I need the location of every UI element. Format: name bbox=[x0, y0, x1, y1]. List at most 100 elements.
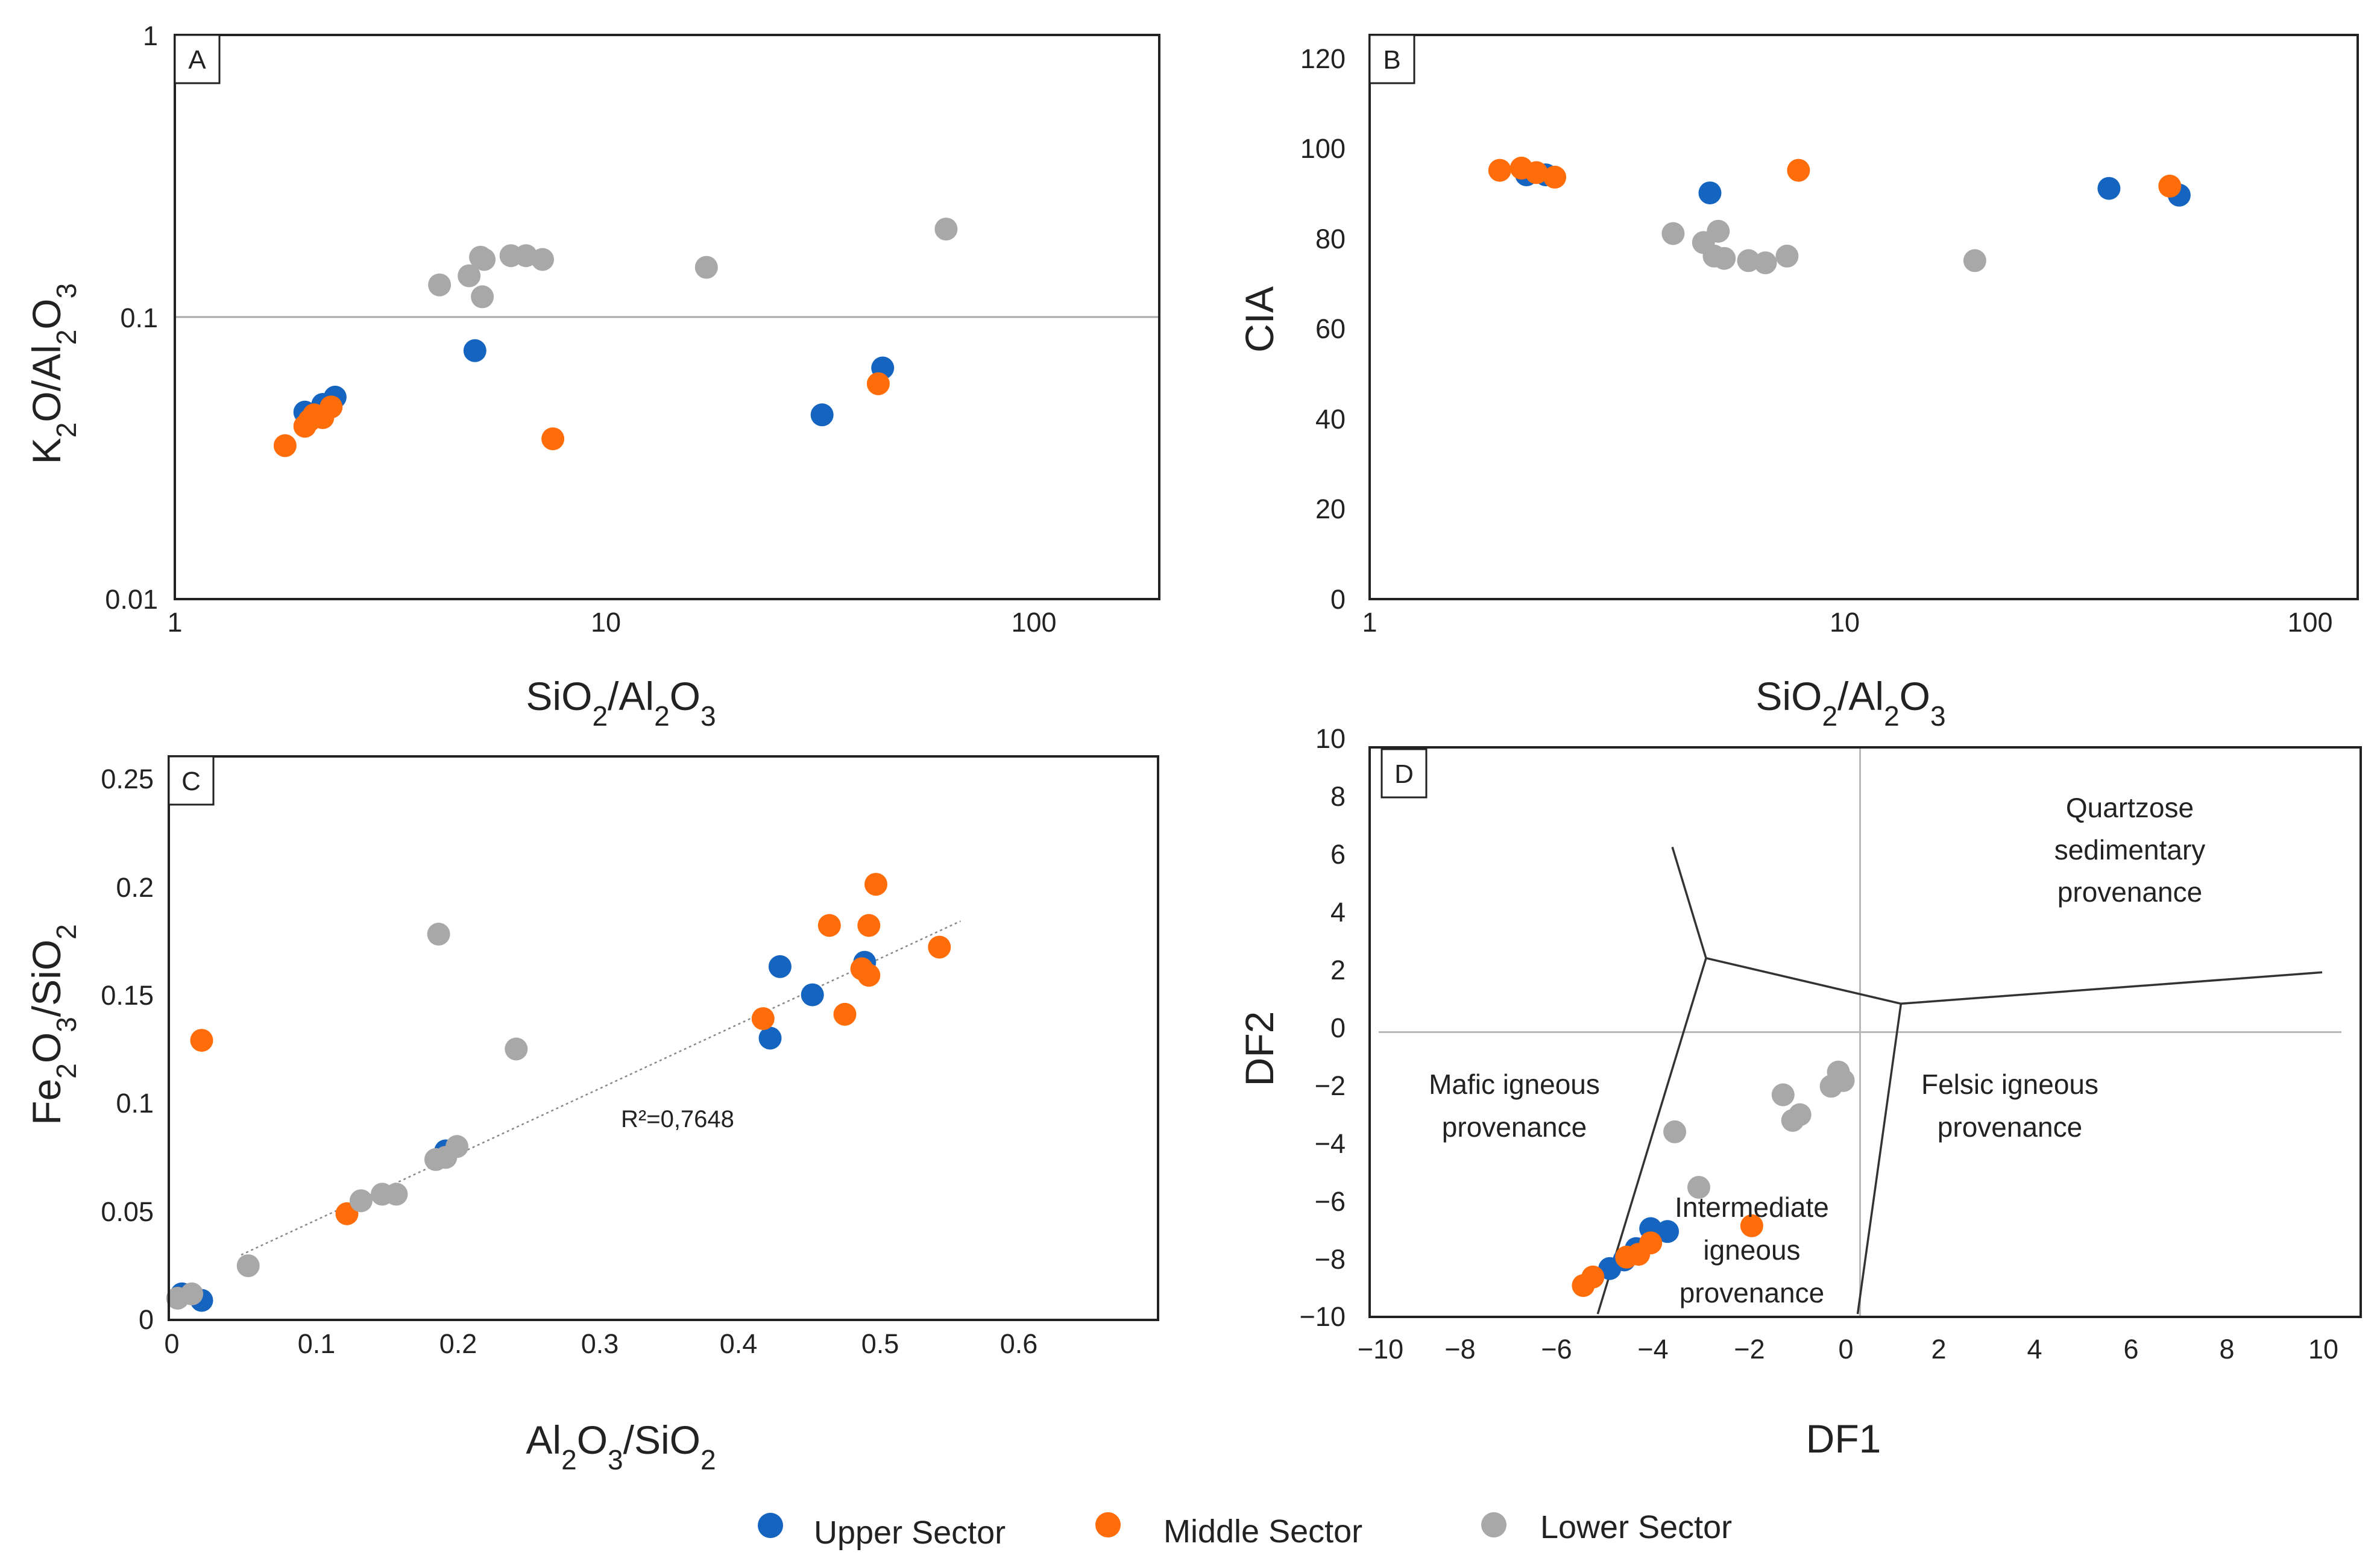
panel-c-lower-point bbox=[349, 1189, 373, 1213]
panel-d-y-tick: 10 bbox=[1315, 723, 1346, 754]
panel-a-letter-box bbox=[174, 34, 221, 84]
panel-c-letter-box bbox=[168, 755, 215, 806]
legend-middle-marker bbox=[1095, 1512, 1121, 1537]
panel-d-y-tick: −8 bbox=[1315, 1244, 1346, 1275]
panel-b-y-tick: 60 bbox=[1315, 313, 1346, 344]
panel-c-x-tick: 0.6 bbox=[1000, 1328, 1038, 1359]
panel-a-frame bbox=[174, 34, 1160, 600]
legend: Upper Sector Middle Sector Lower Sector bbox=[758, 1509, 1732, 1551]
panel-c-middle-point bbox=[864, 873, 887, 896]
panel-c-x-axis-title: Al2O3/SiO2 bbox=[526, 1418, 716, 1475]
panel-d-y-tick: 0 bbox=[1330, 1013, 1346, 1043]
panel-c-y-axis-title: Fe2O3/SiO2 bbox=[24, 924, 82, 1125]
panel-b-middle-point bbox=[2158, 174, 2182, 198]
panel-d-frame bbox=[1368, 746, 2362, 1318]
panel-b-lower-point bbox=[1737, 249, 1760, 272]
panel-a-letter: A bbox=[188, 45, 206, 75]
panel-d-y-tick: −10 bbox=[1300, 1301, 1346, 1332]
panel-a-y-axis-title: K2O/Al2O3 bbox=[24, 283, 82, 465]
panel-c-lower-point bbox=[505, 1037, 528, 1061]
panel-d-x-tick: −10 bbox=[1358, 1334, 1403, 1365]
panel-c-lower-point bbox=[180, 1282, 204, 1305]
region-mafic-line: provenance bbox=[1442, 1111, 1587, 1143]
panel-c-middle-point bbox=[857, 914, 881, 937]
panel-b-y-ticks: 0 20 40 60 80 100 120 bbox=[1300, 43, 1346, 615]
panel-d: D −10 −8 −6 −4 −2 0 2 4 6 8 10 −10 −8 −6… bbox=[1237, 723, 2362, 1461]
panel-b-y-tick: 0 bbox=[1330, 584, 1346, 615]
panel-d-x-ticks: −10 −8 −6 −4 −2 0 2 4 6 8 10 bbox=[1358, 1334, 2338, 1365]
panel-d-middle-point bbox=[1581, 1265, 1605, 1289]
panel-d-lower-point bbox=[1687, 1176, 1710, 1199]
panel-c-x-tick: 0.1 bbox=[298, 1328, 336, 1359]
panel-c-y-tick: 0.15 bbox=[101, 980, 154, 1011]
panel-a: A 1 10 100 0.01 0.1 1 SiO2/Al2O3 K2O/Al2… bbox=[24, 20, 1160, 732]
region-quartzose-line: sedimentary bbox=[2054, 834, 2206, 865]
panel-a-y-tick: 0.1 bbox=[120, 303, 158, 333]
panel-d-region-intermediate: Intermediate igneous provenance bbox=[1675, 1192, 1829, 1308]
panel-a-y-tick: 0.01 bbox=[105, 584, 158, 615]
region-intermediate-line: provenance bbox=[1680, 1277, 1824, 1308]
panel-d-x-axis-title: DF1 bbox=[1806, 1416, 1881, 1461]
panel-a-lower-point bbox=[694, 256, 718, 279]
panel-b-middle-point bbox=[1543, 165, 1567, 189]
panel-b-upper-point bbox=[2097, 177, 2121, 200]
panel-b-lower-point bbox=[1661, 222, 1685, 245]
panel-c-lower-point bbox=[427, 922, 450, 946]
panel-c-middle-point bbox=[857, 964, 881, 987]
panel-d-y-tick: 8 bbox=[1330, 781, 1346, 812]
panel-d-region-quartzose: Quartzose sedimentary provenance bbox=[2054, 792, 2206, 908]
panel-b-y-tick: 40 bbox=[1315, 404, 1346, 435]
panel-b: B 1 10 100 0 20 40 60 80 100 120 SiO2/Al… bbox=[1237, 34, 2359, 732]
panel-a-middle-point bbox=[541, 427, 565, 451]
panel-d-x-tick: 8 bbox=[2219, 1334, 2234, 1365]
panel-b-upper-point bbox=[1698, 181, 1722, 205]
panel-b-y-axis-title: CIA bbox=[1237, 286, 1282, 353]
panel-b-y-tick: 20 bbox=[1315, 494, 1346, 524]
panel-a-plot-area bbox=[175, 218, 1159, 457]
panel-d-x-tick: −4 bbox=[1637, 1334, 1668, 1365]
panel-c-y-tick: 0.25 bbox=[101, 764, 154, 794]
panel-d-letter: D bbox=[1394, 759, 1414, 789]
panel-c-x-tick: 0.4 bbox=[720, 1328, 758, 1359]
panel-d-y-tick: 2 bbox=[1330, 955, 1346, 985]
panel-c: C 0 0.1 0.2 0.3 0.4 0.5 0.6 0 0.05 0.1 0… bbox=[24, 755, 1159, 1475]
region-felsic-line: provenance bbox=[1938, 1111, 2082, 1143]
panel-d-x-tick: 4 bbox=[2027, 1334, 2042, 1365]
region-felsic-line: Felsic igneous bbox=[1921, 1069, 2098, 1100]
panel-a-middle-point bbox=[866, 372, 890, 395]
region-quartzose-line: Quartzose bbox=[2066, 792, 2194, 823]
panel-b-lower-point bbox=[1713, 247, 1736, 270]
panel-d-lower-point bbox=[1831, 1069, 1855, 1092]
panel-b-y-tick: 120 bbox=[1300, 43, 1346, 74]
panel-c-x-tick: 0.2 bbox=[439, 1328, 477, 1359]
panel-a-upper-point bbox=[810, 403, 834, 427]
panel-d-lower-point bbox=[1771, 1083, 1795, 1107]
panel-d-y-tick: 6 bbox=[1330, 839, 1346, 870]
panel-d-y-tick: 4 bbox=[1330, 897, 1346, 928]
panel-d-middle-point bbox=[1740, 1214, 1763, 1237]
panel-d-y-axis-title: DF2 bbox=[1237, 1011, 1282, 1087]
panel-c-letter: C bbox=[181, 767, 201, 796]
region-quartzose-line: provenance bbox=[2057, 876, 2202, 908]
panel-b-lower-point bbox=[1707, 219, 1730, 243]
panel-a-x-tick: 10 bbox=[591, 607, 621, 638]
panel-b-x-tick: 10 bbox=[1830, 607, 1860, 638]
panel-b-middle-point bbox=[1525, 161, 1548, 184]
panel-c-y-tick: 0.1 bbox=[116, 1088, 154, 1119]
panel-c-lower-point bbox=[445, 1135, 468, 1158]
region-mafic-line: Mafic igneous bbox=[1429, 1069, 1600, 1100]
panel-b-letter-box bbox=[1368, 34, 1415, 84]
panel-c-middle-point bbox=[928, 935, 951, 959]
panel-c-middle-point bbox=[751, 1007, 775, 1031]
panel-d-boundary-line bbox=[1671, 846, 2323, 1005]
panel-b-frame bbox=[1368, 34, 2359, 600]
panel-b-x-tick: 100 bbox=[2287, 607, 2332, 638]
panel-a-lower-point bbox=[471, 285, 494, 309]
panel-b-x-axis-title: SiO2/Al2O3 bbox=[1755, 674, 1945, 732]
panel-b-plot-area bbox=[1488, 156, 2191, 275]
panel-d-y-tick: −4 bbox=[1315, 1128, 1346, 1159]
panel-a-y-ticks: 0.01 0.1 1 bbox=[105, 20, 158, 615]
panel-d-y-ticks: −10 −8 −6 −4 −2 0 2 4 6 8 10 bbox=[1300, 723, 1346, 1332]
panel-d-upper-point bbox=[1656, 1220, 1680, 1243]
